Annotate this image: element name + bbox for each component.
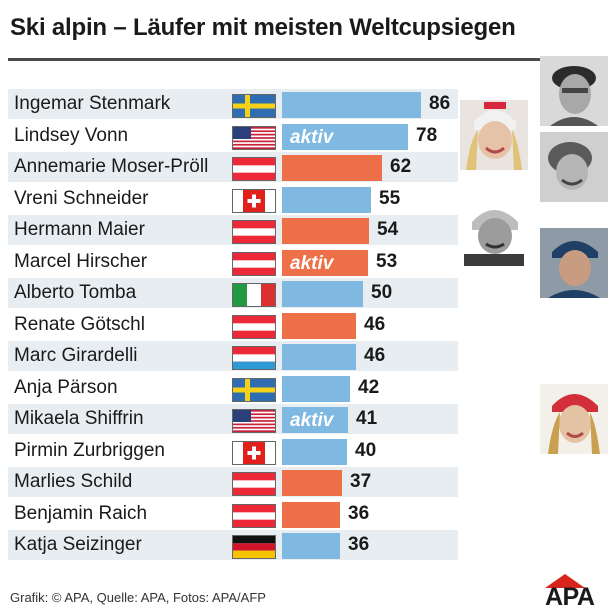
title-divider — [8, 58, 606, 61]
switzerland-flag-icon — [232, 188, 276, 213]
value-label: 41 — [356, 408, 378, 429]
bar-row: Pirmin Zurbriggen 40 — [8, 436, 458, 466]
category-label: Annemarie Moser-Pröll — [14, 156, 209, 177]
value-label: 54 — [377, 219, 399, 240]
usa-flag-icon — [232, 125, 276, 150]
value-label: 46 — [364, 313, 386, 335]
category-label: Mikaela Shiffrin — [14, 408, 144, 429]
chart-title: Ski alpin – Läufer mit meisten Weltcupsi… — [10, 14, 516, 41]
apa-logo-icon — [545, 574, 585, 588]
bar-row: Marcel Hirscher aktiv 53 — [8, 247, 458, 277]
apa-logo-text: APA — [545, 583, 595, 611]
value-label: 36 — [348, 534, 370, 555]
category-label: Marc Girardelli — [14, 345, 138, 366]
bar-row: Renate Götschl 46 — [8, 310, 458, 340]
bar-row: Hermann Maier 54 — [8, 215, 458, 245]
portrait-photo-maier — [460, 196, 528, 266]
bar — [282, 186, 371, 213]
bar — [282, 249, 368, 276]
bar — [282, 155, 382, 181]
luxembourg-flag-icon — [232, 346, 276, 370]
category-label: Marcel Hirscher — [14, 250, 148, 272]
value-label: 78 — [416, 124, 438, 146]
italy-flag-icon — [232, 283, 276, 307]
active-badge: aktiv — [290, 126, 334, 148]
bar-row: Lindsey Vonn aktiv 78 — [8, 121, 458, 151]
bar-row: Anja Pärson 42 — [8, 373, 458, 403]
bar — [282, 312, 356, 339]
category-label: Alberto Tomba — [14, 282, 137, 303]
bar — [282, 281, 363, 307]
value-label: 62 — [390, 156, 412, 177]
active-badge: aktiv — [290, 252, 334, 274]
portrait-photo-shiffrin — [540, 384, 608, 454]
category-label: Ingemar Stenmark — [14, 93, 171, 114]
bar — [282, 407, 348, 433]
category-label: Marlies Schild — [14, 471, 133, 492]
portrait-photo-stenmark — [540, 56, 608, 126]
category-label: Vreni Schneider — [14, 187, 149, 209]
category-label: Anja Pärson — [14, 376, 118, 398]
austria-flag-icon — [232, 157, 276, 181]
sweden-flag-icon — [232, 377, 276, 402]
bar-row: Alberto Tomba 50 — [8, 278, 458, 308]
bar-row: Mikaela Shiffrin aktiv 41 — [8, 404, 458, 434]
austria-flag-icon — [232, 314, 276, 339]
value-label: 50 — [371, 282, 393, 303]
bar — [282, 375, 350, 402]
category-label: Renate Götschl — [14, 313, 145, 335]
austria-flag-icon — [232, 503, 276, 528]
bar-row: Benjamin Raich 36 — [8, 499, 458, 529]
switzerland-flag-icon — [232, 440, 276, 465]
bar-row: Vreni Schneider 55 — [8, 184, 458, 214]
value-label: 42 — [358, 376, 380, 398]
bar-row: Ingemar Stenmark 86 — [8, 89, 458, 119]
bar — [282, 92, 421, 118]
germany-flag-icon — [232, 535, 276, 559]
category-label: Lindsey Vonn — [14, 124, 129, 146]
bar-row: Marlies Schild 37 — [8, 467, 458, 497]
bar — [282, 533, 340, 559]
bar-row: Annemarie Moser-Pröll 62 — [8, 152, 458, 182]
portrait-photo-moser-proell — [540, 132, 608, 202]
bar — [282, 218, 369, 244]
value-label: 36 — [348, 502, 370, 524]
value-label: 55 — [379, 187, 401, 209]
usa-flag-icon — [232, 409, 276, 433]
category-label: Benjamin Raich — [14, 502, 148, 524]
sweden-flag-icon — [232, 94, 276, 118]
value-label: 53 — [376, 250, 398, 272]
bar — [282, 438, 347, 465]
bar — [282, 470, 342, 496]
value-label: 46 — [364, 345, 386, 366]
category-label: Pirmin Zurbriggen — [14, 439, 165, 461]
austria-flag-icon — [232, 472, 276, 496]
portrait-photo-hirscher — [540, 228, 608, 298]
bar-row: Katja Seizinger 36 — [8, 530, 458, 560]
bar — [282, 501, 340, 528]
category-label: Katja Seizinger — [14, 534, 142, 555]
austria-flag-icon — [232, 251, 276, 276]
bar — [282, 123, 408, 150]
value-label: 37 — [350, 471, 372, 492]
portrait-photo-vonn — [460, 100, 528, 170]
value-label: 86 — [429, 93, 451, 114]
austria-flag-icon — [232, 220, 276, 244]
category-label: Hermann Maier — [14, 219, 145, 240]
active-badge: aktiv — [290, 410, 334, 431]
value-label: 40 — [355, 439, 377, 461]
bar-row: Marc Girardelli 46 — [8, 341, 458, 371]
source-credit: Grafik: © APA, Quelle: APA, Fotos: APA/A… — [10, 590, 266, 605]
bar — [282, 344, 356, 370]
